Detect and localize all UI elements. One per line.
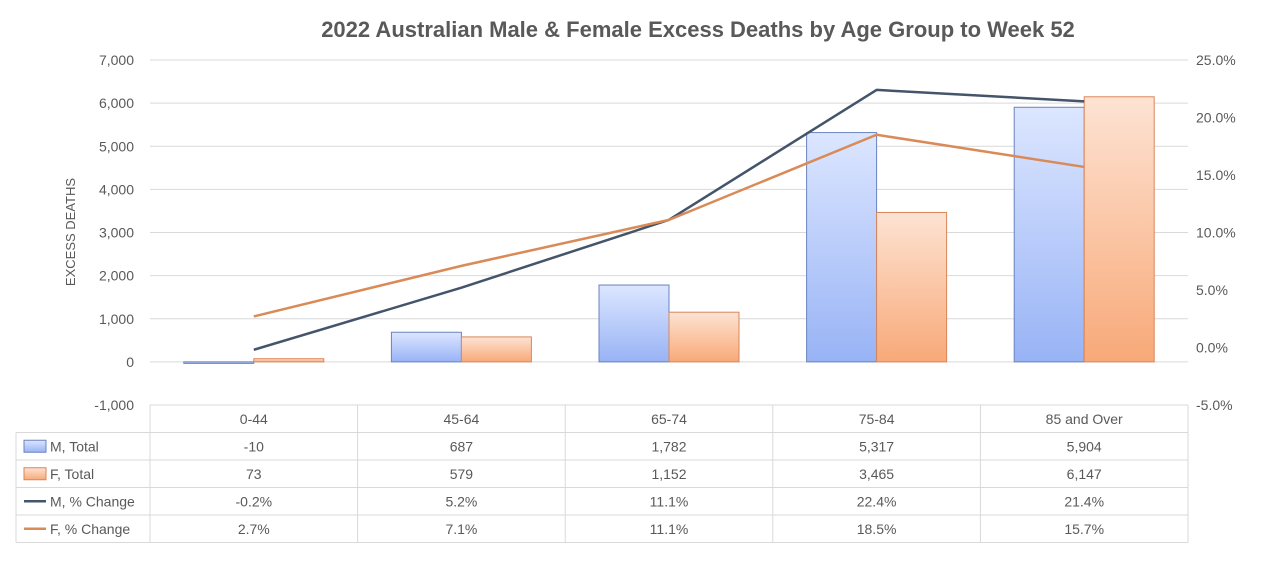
data-label: 1,782	[651, 438, 686, 454]
chart-title: 2022 Australian Male & Female Excess Dea…	[321, 17, 1075, 42]
data-label: 11.1%	[650, 521, 689, 537]
data-label: 3,465	[859, 466, 894, 482]
x-tick-label: 0-44	[240, 411, 268, 427]
data-label: 73	[246, 466, 262, 482]
y-left-tick-label: 0	[126, 354, 134, 370]
y-right-tick-label: 0.0%	[1196, 340, 1228, 356]
x-tick-label: 75-84	[859, 411, 895, 427]
bar	[1083, 96, 1155, 363]
data-label: 687	[450, 438, 474, 454]
legend-swatch	[23, 439, 47, 453]
data-label: -0.2%	[236, 493, 273, 509]
legend-label: M, Total	[50, 438, 99, 454]
data-label: -10	[244, 438, 264, 454]
data-label: 18.5%	[857, 521, 897, 537]
data-label: 15.7%	[1064, 521, 1104, 537]
y-left-tick-label: -1,000	[94, 397, 134, 413]
bars	[183, 96, 1155, 364]
x-tick-label: 45-64	[443, 411, 479, 427]
y-left-tick-label: 4,000	[99, 181, 134, 197]
y-right-tick-label: 5.0%	[1196, 282, 1228, 298]
legend-label: F, Total	[50, 466, 94, 482]
bar	[390, 331, 462, 363]
data-label: 11.1%	[650, 493, 689, 509]
y-axis-label: EXCESS DEATHS	[63, 178, 78, 286]
data-label: 22.4%	[857, 493, 897, 509]
data-label: 6,147	[1067, 466, 1102, 482]
data-label: 1,152	[651, 466, 686, 482]
x-tick-label: 65-74	[651, 411, 687, 427]
bar	[253, 358, 325, 363]
y-left-tick-label: 7,000	[99, 52, 134, 68]
data-label: 5,317	[859, 438, 894, 454]
bar	[460, 336, 532, 363]
series-lines	[253, 88, 1085, 351]
bar	[1013, 106, 1085, 363]
data-label: 579	[450, 466, 474, 482]
bar	[598, 284, 670, 363]
y-right-tick-label: 10.0%	[1196, 225, 1236, 241]
y-right-tick-label: -5.0%	[1196, 397, 1233, 413]
data-table: 0-44 45-64 65-74 75-84 85 and Over M, Total -1…	[15, 404, 1189, 543]
right-axis-ticks: -5.0% 0.0% 5.0% 10.0% 15.0% 20.0% 25.0%	[1196, 52, 1236, 413]
legend-swatch	[23, 467, 47, 481]
series-line	[253, 133, 1085, 318]
y-left-tick-label: 6,000	[99, 95, 134, 111]
y-left-tick-label: 5,000	[99, 138, 134, 154]
bar	[668, 311, 740, 363]
left-axis-ticks: -1,000 0 1,000 2,000 3,000 4,000 5,000 6,000 7,0…	[94, 52, 134, 413]
x-tick-label: 85 and Over	[1046, 411, 1123, 427]
bar	[183, 361, 255, 364]
y-right-tick-label: 20.0%	[1196, 110, 1236, 126]
bar	[806, 132, 878, 363]
data-label: 2.7%	[238, 521, 270, 537]
gridlines	[150, 59, 1188, 363]
y-left-tick-label: 1,000	[99, 311, 134, 327]
legend-label: M, % Change	[50, 493, 135, 509]
bar	[876, 211, 948, 363]
data-label: 21.4%	[1064, 493, 1104, 509]
data-label: 7.1%	[445, 521, 477, 537]
data-label: 5,904	[1067, 438, 1102, 454]
legend-label: F, % Change	[50, 521, 130, 537]
data-label: 5.2%	[445, 493, 477, 509]
y-right-tick-label: 15.0%	[1196, 167, 1236, 183]
y-left-tick-label: 2,000	[99, 268, 134, 284]
y-left-tick-label: 3,000	[99, 225, 134, 241]
y-right-tick-label: 25.0%	[1196, 52, 1236, 68]
